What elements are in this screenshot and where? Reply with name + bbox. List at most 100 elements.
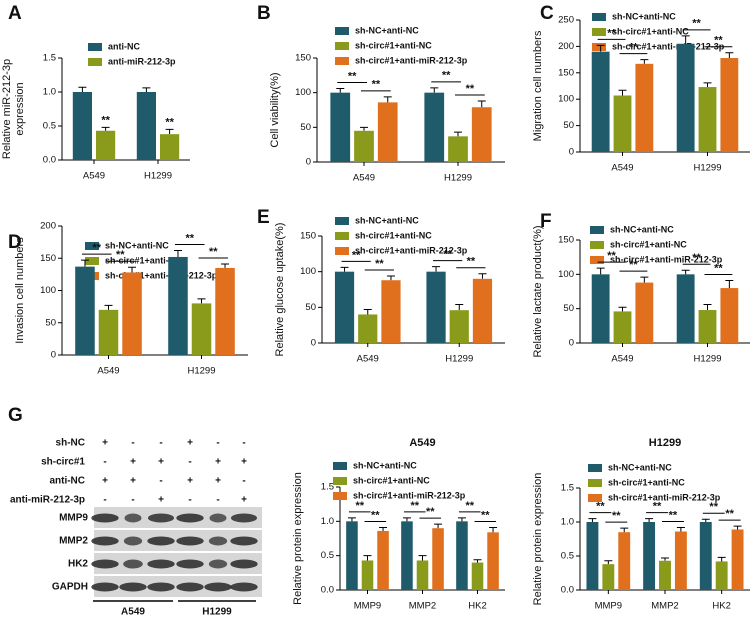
bar xyxy=(602,564,615,590)
chart-title: A549 xyxy=(409,437,435,449)
legend-label: sh-circ#1+anti-miR-212-3p xyxy=(355,245,468,255)
blot-band xyxy=(91,513,119,523)
bar xyxy=(720,288,739,343)
significance: ** xyxy=(371,509,380,521)
treatment-sign: - xyxy=(131,495,134,506)
blot-band xyxy=(147,536,175,546)
legend-swatch xyxy=(88,58,102,66)
significance: ** xyxy=(709,501,718,513)
error-bar xyxy=(618,89,627,96)
error-bar xyxy=(701,518,710,522)
x-tick-label: A549 xyxy=(357,354,379,365)
error-bar xyxy=(432,266,441,272)
error-bar xyxy=(681,35,690,44)
panel-label: E xyxy=(257,207,270,228)
blot-band xyxy=(91,582,119,592)
legend-label: sh-circ#1+anti-NC xyxy=(608,477,685,487)
significance: ** xyxy=(466,83,475,95)
legend-label: sh-circ#1+anti-miR-212-3p xyxy=(353,490,466,500)
error-bar xyxy=(104,304,113,310)
legend-swatch xyxy=(592,43,606,51)
bar xyxy=(449,310,469,343)
bar xyxy=(635,63,654,152)
legend-label: sh-circ#1+anti-NC xyxy=(105,255,182,265)
treatment-sign: - xyxy=(159,438,162,449)
significance: ** xyxy=(465,500,474,512)
y-axis-label: expression xyxy=(14,82,26,135)
y-tick-label: 0.0 xyxy=(561,585,574,596)
bar xyxy=(618,532,631,590)
legend-swatch xyxy=(592,28,606,36)
significance: ** xyxy=(669,509,678,521)
error-bar xyxy=(128,266,137,273)
bar xyxy=(613,95,632,152)
significance: ** xyxy=(352,249,361,261)
x-tick-label: A549 xyxy=(83,171,105,182)
blot-band xyxy=(123,559,143,569)
legend-swatch xyxy=(588,479,602,487)
blot-band xyxy=(230,559,258,569)
treatment-sign: + xyxy=(215,476,221,487)
bar xyxy=(699,522,712,590)
legend-label: anti-NC xyxy=(108,41,140,51)
panel-label: D xyxy=(8,232,22,253)
significance: ** xyxy=(165,116,174,128)
significance: ** xyxy=(116,249,125,261)
x-tick-label: HK2 xyxy=(712,601,730,612)
error-bar xyxy=(489,527,498,533)
error-bar xyxy=(604,560,613,565)
y-tick-label: 1.0 xyxy=(321,516,334,527)
cell-line-label: A549 xyxy=(121,607,145,618)
x-tick-label: H1299 xyxy=(694,354,722,365)
error-bar xyxy=(363,308,372,315)
y-tick-label: 0 xyxy=(569,338,574,349)
legend-label: sh-circ#1+anti-miR-212-3p xyxy=(610,254,723,264)
bar xyxy=(330,92,351,162)
bar xyxy=(136,92,156,160)
significance: ** xyxy=(443,249,452,261)
error-bar xyxy=(457,517,466,522)
treatment-sign: - xyxy=(103,495,106,506)
significance: ** xyxy=(355,500,364,512)
chart-title: H1299 xyxy=(649,437,681,449)
x-tick-label: H1299 xyxy=(144,171,172,182)
blot-band xyxy=(119,582,147,592)
legend-label: sh-circ#1+anti-NC xyxy=(355,40,432,50)
blot-band xyxy=(230,513,258,523)
treatment-sign: - xyxy=(216,495,219,506)
significance: ** xyxy=(692,18,701,30)
y-tick-label: 200 xyxy=(40,221,56,232)
blot-band xyxy=(147,513,175,523)
panel-label: F xyxy=(540,211,552,232)
bar xyxy=(334,271,355,343)
error-bar xyxy=(703,82,712,88)
bar xyxy=(401,521,413,590)
legend-swatch xyxy=(333,477,347,485)
error-bar xyxy=(379,527,388,531)
error-bar xyxy=(473,559,482,563)
x-tick-label: MMP2 xyxy=(409,601,436,612)
bar xyxy=(381,280,401,343)
error-bar xyxy=(661,557,669,561)
legend-swatch xyxy=(335,217,349,225)
bar xyxy=(586,522,599,590)
error-bar xyxy=(142,87,151,92)
legend-swatch xyxy=(85,242,99,250)
bar xyxy=(472,278,493,343)
legend-label: sh-NC+anti-NC xyxy=(612,11,676,21)
bar xyxy=(676,274,695,343)
error-bar xyxy=(645,518,654,522)
significance: ** xyxy=(612,510,621,522)
error-bar xyxy=(165,128,174,135)
legend-swatch xyxy=(588,464,602,472)
y-axis-label: Relative miR-212-3p xyxy=(1,59,13,159)
y-tick-label: 1.5 xyxy=(321,482,334,493)
bar xyxy=(448,136,468,162)
treatment-sign: + xyxy=(130,457,136,468)
y-tick-label: 1.5 xyxy=(561,483,574,494)
y-tick-label: 150 xyxy=(40,253,56,264)
treatment-sign: + xyxy=(102,476,108,487)
significance: ** xyxy=(467,256,476,268)
blot-band xyxy=(91,559,119,569)
significance: ** xyxy=(481,509,490,521)
